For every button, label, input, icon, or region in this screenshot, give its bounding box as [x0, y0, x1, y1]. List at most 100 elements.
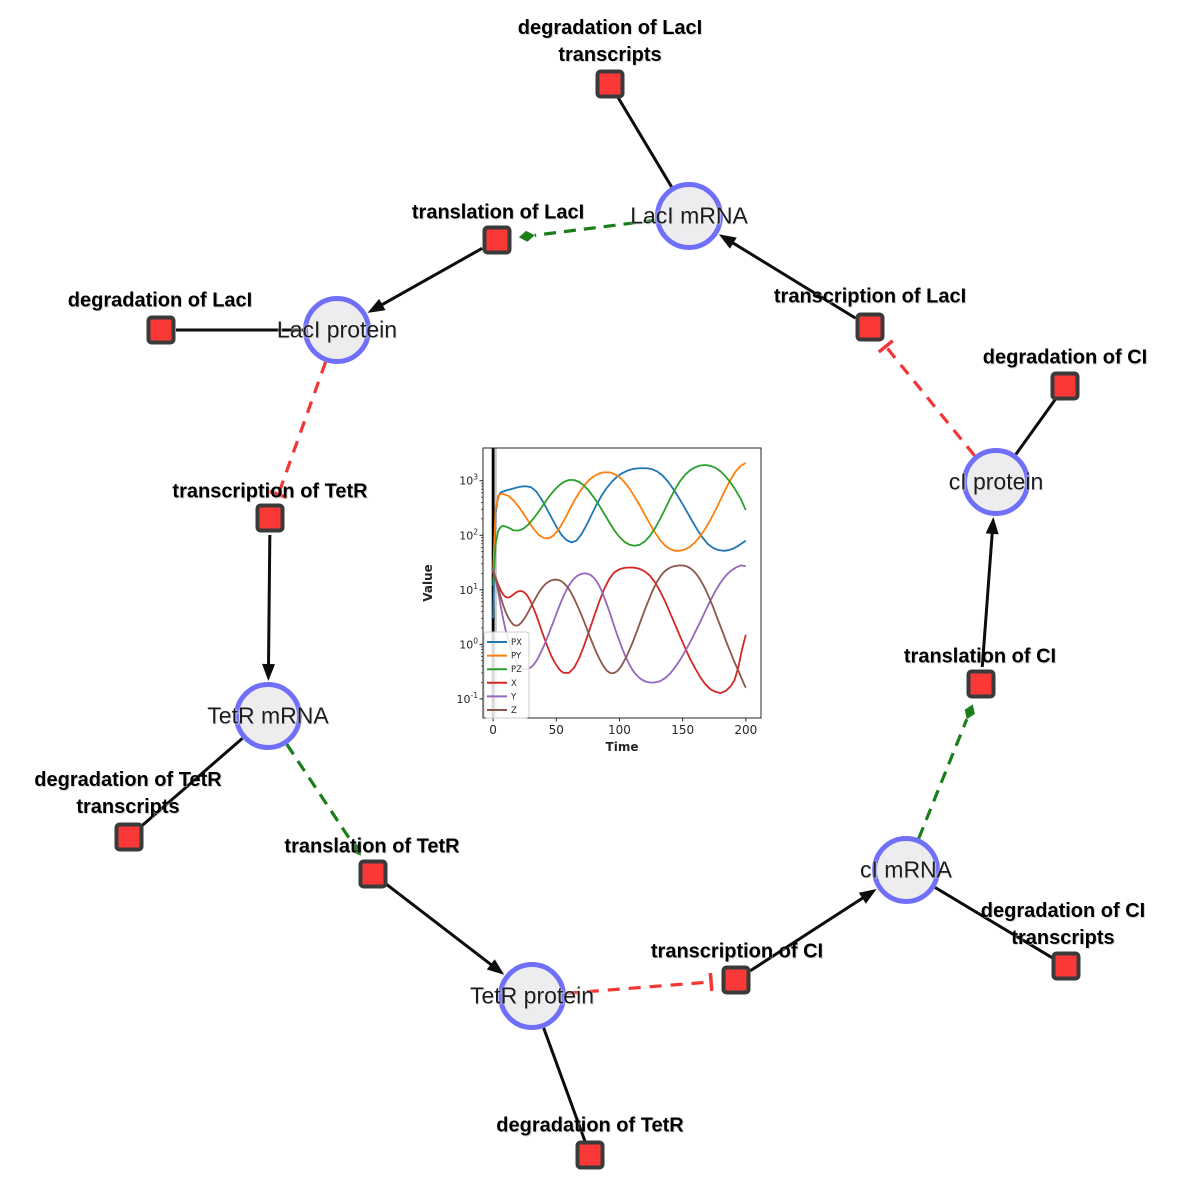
reaction-label-translation-of-laci: translation of LacI	[412, 200, 584, 227]
edge-production-transcription-of-laci-to-laci-mrna	[728, 239, 857, 320]
reaction-label-degradation-of-laci: degradation of LacI	[68, 288, 252, 315]
reaction-node-translation-of-laci	[482, 225, 512, 255]
legend-label: PY	[511, 652, 522, 662]
y-tick-base: 10	[459, 475, 473, 488]
chart-y-tick-label: 101	[459, 582, 478, 597]
edge-inhibition-laci-protein-to-transcription-of-tetr-tee-head	[269, 489, 288, 500]
reaction-node-translation-of-ci	[966, 669, 996, 699]
y-tick-exponent: 0	[473, 636, 478, 645]
chart-plot-area	[482, 447, 762, 719]
inset-chart: 0 50 100 150 20010310210110010-1TimeValuePXP…	[420, 430, 780, 775]
chart-y-tick-label: 102	[459, 527, 478, 542]
reaction-node-degradation-of-laci	[146, 315, 176, 345]
chart-y-axis-label: Value	[421, 564, 435, 602]
y-tick-base: 10	[459, 529, 473, 542]
edge-production-transcription-of-tetr-to-tetr-mrna	[266, 534, 272, 670]
y-tick-exponent: -1	[471, 691, 479, 700]
edge-consumption-ci-protein-to-degradation-of-ci	[1014, 397, 1058, 456]
reaction-label-transcription-of-ci: transcription of CI	[651, 939, 823, 966]
legend-item-px: PX	[487, 638, 522, 648]
chart-x-axis-label: Time	[606, 740, 639, 754]
species-label-laci-mrna: LacI mRNA	[630, 202, 748, 229]
y-tick-base: 10	[459, 638, 473, 651]
reaction-label-degradation-of-tetr-transcripts: degradation of TetR transcripts	[34, 767, 221, 821]
edge-consumption-laci-mrna-to-degradation-of-laci-transcripts	[616, 96, 673, 188]
edge-production-transcription-of-tetr-to-tetr-mrna-arrowhead	[262, 663, 276, 682]
reaction-node-transcription-of-tetr	[255, 503, 285, 533]
reaction-label-line: degradation of LacI	[517, 17, 703, 39]
edge-production-translation-of-ci-to-ci-protein-arrowhead	[985, 516, 999, 535]
reaction-label-line: translation of TetR	[284, 835, 460, 858]
species-node-laci-protein	[303, 296, 371, 364]
reaction-label-line: degradation of LacI	[67, 289, 253, 312]
edge-production-translation-of-tetr-to-tetr-protein	[385, 883, 496, 969]
legend-label: Z	[511, 706, 517, 716]
chart-y-tick-label: 100	[459, 636, 478, 651]
legend-label: Y	[510, 692, 517, 702]
edge-production-translation-of-tetr-to-tetr-protein-arrowhead	[486, 959, 505, 975]
species-label-ci-mrna: cI mRNA	[860, 856, 952, 883]
reaction-node-degradation-of-ci	[1050, 371, 1080, 401]
legend-item-x: X	[487, 679, 517, 689]
reaction-label-line: degradation of TetR	[34, 769, 222, 791]
edge-inhibition-ci-protein-to-transcription-of-laci-tee-head	[877, 339, 894, 354]
reaction-label-translation-of-ci: translation of CI	[904, 644, 1056, 671]
chart-x-tick-label: 0	[489, 723, 497, 737]
edge-catalysis-tetr-mrna-to-translation-of-tetr-diamond-head	[351, 842, 361, 856]
edge-production-translation-of-laci-to-laci-protein	[377, 247, 483, 309]
reaction-node-translation-of-tetr	[358, 859, 388, 889]
chart-series-py-line	[492, 462, 747, 574]
species-label-tetr-mrna: TetR mRNA	[207, 702, 329, 729]
chart-series-y-line	[492, 564, 746, 684]
edge-catalysis-laci-mrna-to-translation-of-laci-diamond-head	[518, 230, 535, 242]
reaction-label-line: degradation of TetR	[496, 1114, 684, 1137]
reaction-label-translation-of-tetr: translation of TetR	[284, 834, 459, 861]
chart-y-tick-label: 103	[459, 473, 478, 488]
y-tick-exponent: 1	[473, 582, 478, 591]
reaction-label-degradation-of-ci-transcripts: degradation of CI transcripts	[981, 898, 1145, 952]
legend-item-y: Y	[487, 692, 517, 702]
edge-catalysis-ci-mrna-to-translation-of-ci	[917, 718, 969, 840]
reaction-label-degradation-of-laci-transcripts: degradation of LacI transcripts	[518, 15, 702, 69]
reaction-label-line: translation of CI	[903, 645, 1057, 668]
species-label-ci-protein: cI protein	[948, 468, 1044, 495]
chart-series-x-line	[492, 566, 747, 694]
chart-legend-box	[483, 631, 530, 719]
edge-production-translation-of-ci-to-ci-protein	[980, 528, 995, 668]
chart-x-tick-label: 150	[671, 723, 694, 737]
reaction-label-line: transcription of CI	[650, 940, 824, 963]
chart-x-tick-label: 100	[608, 723, 631, 737]
legend-item-py: PY	[487, 652, 522, 662]
y-tick-exponent: 2	[473, 527, 478, 536]
legend-label: PZ	[511, 665, 522, 675]
chart-legend: PX PY PZ XYZ	[483, 631, 530, 719]
legend-label: PX	[511, 638, 522, 648]
species-node-laci-mrna	[655, 182, 723, 250]
chart-series-pz-line	[492, 464, 747, 586]
edge-inhibition-laci-protein-to-transcription-of-tetr	[276, 361, 328, 495]
reaction-node-transcription-of-laci	[855, 312, 885, 342]
chart-y-tick-label: 10-1	[457, 691, 479, 706]
reaction-label-line: transcription of TetR	[172, 480, 368, 503]
reaction-node-degradation-of-ci-transcripts	[1051, 951, 1081, 981]
y-tick-exponent: 3	[473, 473, 478, 482]
species-node-tetr-protein	[498, 962, 566, 1030]
edge-catalysis-laci-mrna-to-translation-of-laci	[534, 218, 656, 237]
edge-consumption-tetr-protein-to-degradation-of-tetr	[542, 1027, 587, 1142]
edge-consumption-tetr-mrna-to-degradation-of-tetr-transcripts	[139, 737, 244, 829]
reaction-label-line: transcripts	[558, 44, 662, 66]
species-label-tetr-protein: TetR protein	[469, 982, 595, 1009]
edge-inhibition-tetr-protein-to-transcription-of-ci-tee-head	[708, 972, 714, 992]
edge-consumption-ci-mrna-to-degradation-of-ci-transcripts	[934, 886, 1054, 960]
reaction-label-degradation-of-tetr: degradation of TetR	[496, 1113, 683, 1140]
reaction-node-degradation-of-tetr-transcripts	[114, 822, 144, 852]
reaction-label-line: transcripts	[76, 796, 180, 818]
edge-production-transcription-of-ci-to-ci-mrna-arrowhead	[858, 889, 877, 904]
legend-item-pz: PZ	[487, 665, 522, 675]
chart-x-tick-label: 50	[549, 723, 564, 737]
y-tick-base: 10	[459, 584, 473, 597]
y-tick-base: 10	[457, 693, 471, 706]
reaction-node-transcription-of-ci	[721, 965, 751, 995]
chart-x-tick-label: 200	[734, 723, 757, 737]
